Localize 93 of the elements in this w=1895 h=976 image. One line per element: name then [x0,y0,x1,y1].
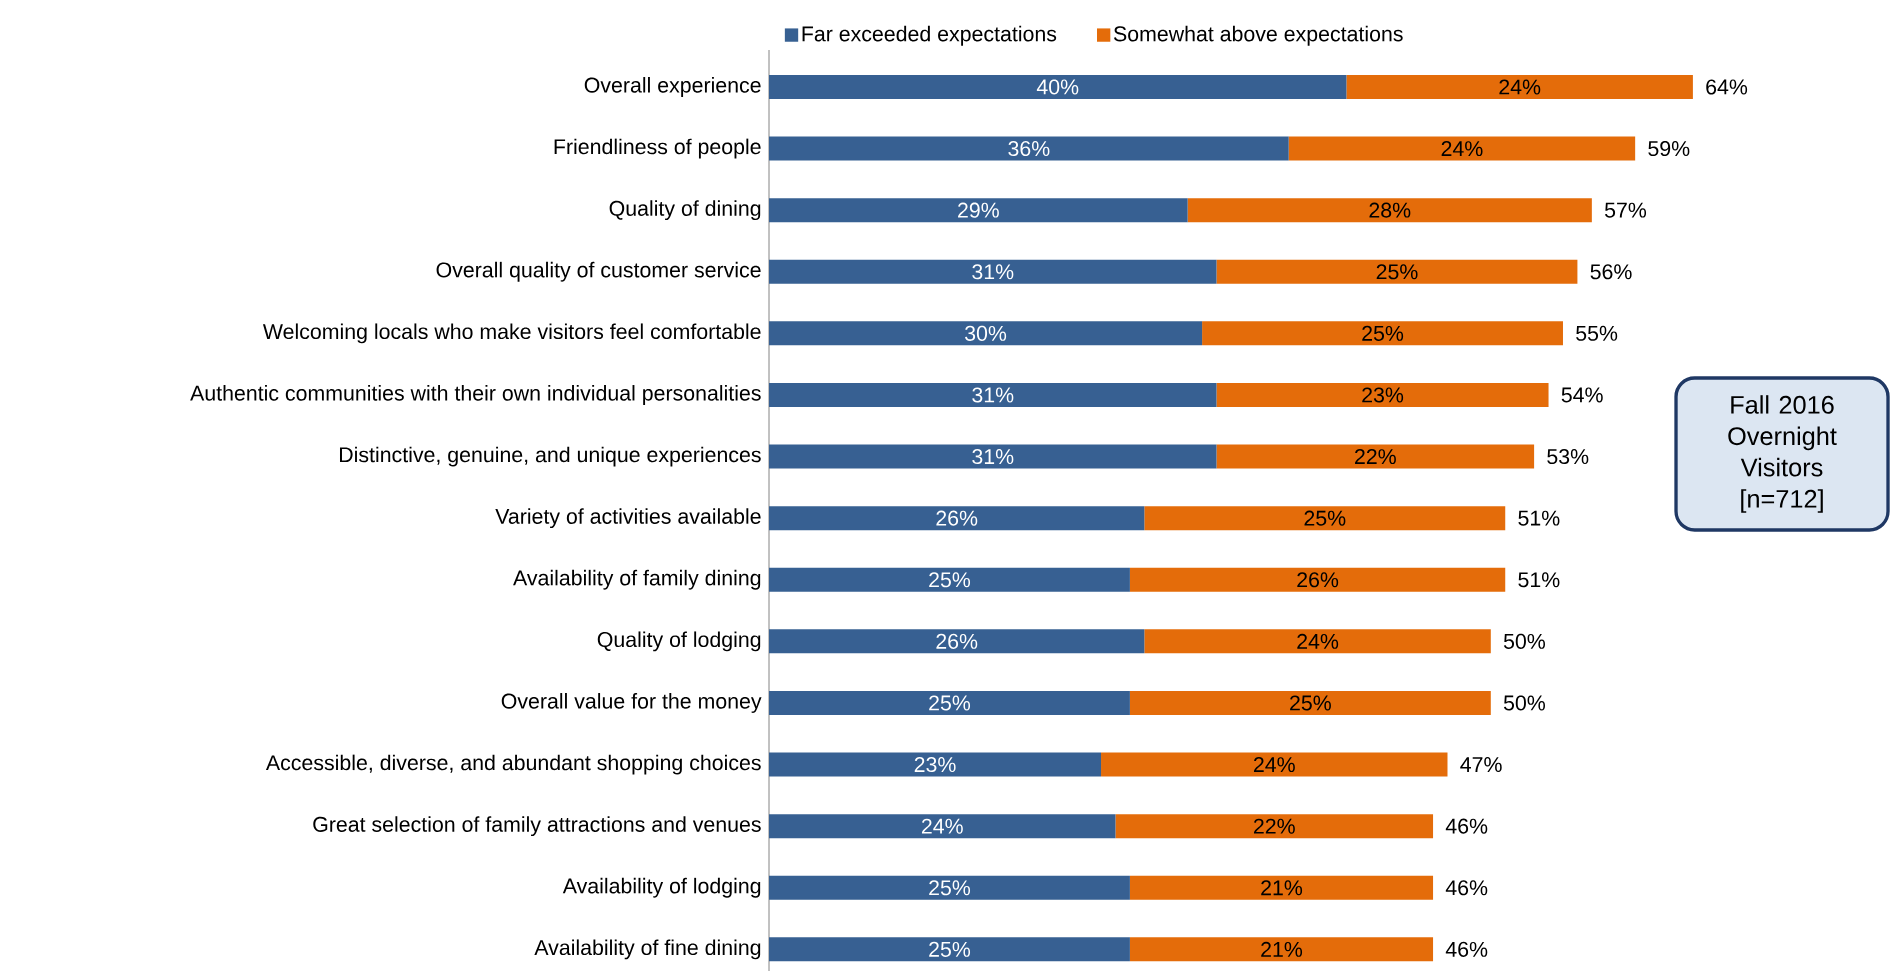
y-tick-label: Availability of family dining [513,569,761,590]
bar [769,444,1217,469]
bar [769,198,1188,223]
bar [769,690,1130,715]
total-label: 50% [1503,633,1546,649]
text: Fall 2016 Overnight Visitors [n=712] [1728,395,1837,513]
data-label: 25% [929,695,971,711]
y-tick-label: Great selection of family attractions and venues [313,816,761,837]
bar [1216,259,1578,284]
data-label: 25% [929,880,971,896]
data-label: 21% [1261,941,1303,957]
data-label: 25% [1304,510,1346,526]
data-label: 24% [1297,633,1339,649]
y-tick-label: Accessible, diverse, and abundant shopping choices [265,754,761,775]
data-label: 22% [1355,449,1396,465]
bar [769,814,1116,839]
total-label: 46% [1445,818,1488,834]
data-label: 29% [958,202,999,218]
total-label: 51% [1518,510,1560,526]
bar [1144,506,1506,531]
bar [769,382,1217,407]
bar [769,136,1289,161]
bar [1101,752,1448,777]
y-tick-label: Availability of fine dining [534,939,761,960]
y-tick-label: Quality of lodging [597,631,761,652]
data-label: 24% [1499,79,1541,95]
total-label: 46% [1445,941,1488,957]
y-tick-label: Distinctive, genuine, and unique experiences [340,446,761,467]
bar [1346,74,1693,99]
y-tick-label: Overall experience [584,77,761,97]
bar [1129,937,1434,962]
y-tick-label: Quality of dining [609,200,761,221]
data-label: 36% [1008,141,1050,157]
total-label: 53% [1547,449,1589,465]
bar [769,629,1145,654]
bar [769,74,1347,99]
bar [769,567,1130,592]
total-label: 51% [1518,572,1560,588]
total-label: 57% [1604,202,1647,218]
y-tick-label: Friendliness of people [554,138,761,159]
data-label: 40% [1036,79,1079,95]
data-label: 24% [1441,141,1483,157]
bar [1202,321,1563,346]
data-label: 26% [1297,572,1339,588]
y-tick-label: Availability of lodging [562,877,761,898]
bar [1216,444,1535,469]
y-tick-label: Authentic communities with their own individual personalities [190,385,761,405]
y-tick-label: Overall value for the money [501,693,762,713]
data-label: 21% [1261,880,1303,896]
total-label: 46% [1445,880,1488,896]
legend-label: Somewhat above expectations [1113,25,1403,46]
bar [769,875,1130,900]
data-label: 25% [1290,695,1331,711]
data-label: 26% [936,633,978,649]
total-label: 54% [1561,387,1603,403]
bar [769,506,1145,531]
total-label: 50% [1503,695,1546,711]
data-label: 24% [1253,757,1295,773]
bar [1129,875,1434,900]
bar [769,321,1203,346]
data-label: 23% [1362,387,1404,403]
y-tick-label: Variety of activities available [495,508,761,529]
total-label: 47% [1460,757,1502,773]
y-tick-label: Welcoming locals who make visitors feel comfortable [262,323,761,344]
data-label: 25% [929,572,971,588]
data-label: 25% [929,941,971,957]
data-label: 24% [921,818,963,834]
bar [1144,629,1491,654]
bar [1216,382,1549,407]
bar [1115,814,1434,839]
bar [769,752,1102,777]
data-label: 28% [1369,202,1411,218]
data-label: 22% [1253,818,1295,834]
data-label: 31% [972,449,1014,465]
bar [1129,690,1491,715]
bar [1288,136,1636,161]
total-label: 55% [1576,325,1618,341]
data-label: 30% [965,325,1007,341]
data-label: 25% [1376,264,1418,280]
total-label: 59% [1648,141,1690,157]
total-label: 64% [1706,79,1748,95]
bar [1187,198,1592,223]
bar [1129,567,1506,592]
y-tick-label: Overall quality of customer service [436,261,761,282]
data-label: 23% [914,757,956,773]
legend-label: Far exceeded expectations [802,25,1057,46]
bar [769,259,1217,284]
data-label: 31% [972,264,1014,280]
data-label: 31% [972,387,1014,403]
total-label: 56% [1590,264,1632,280]
bar [769,937,1130,962]
data-label: 25% [1362,325,1404,341]
data-label: 26% [936,510,978,526]
